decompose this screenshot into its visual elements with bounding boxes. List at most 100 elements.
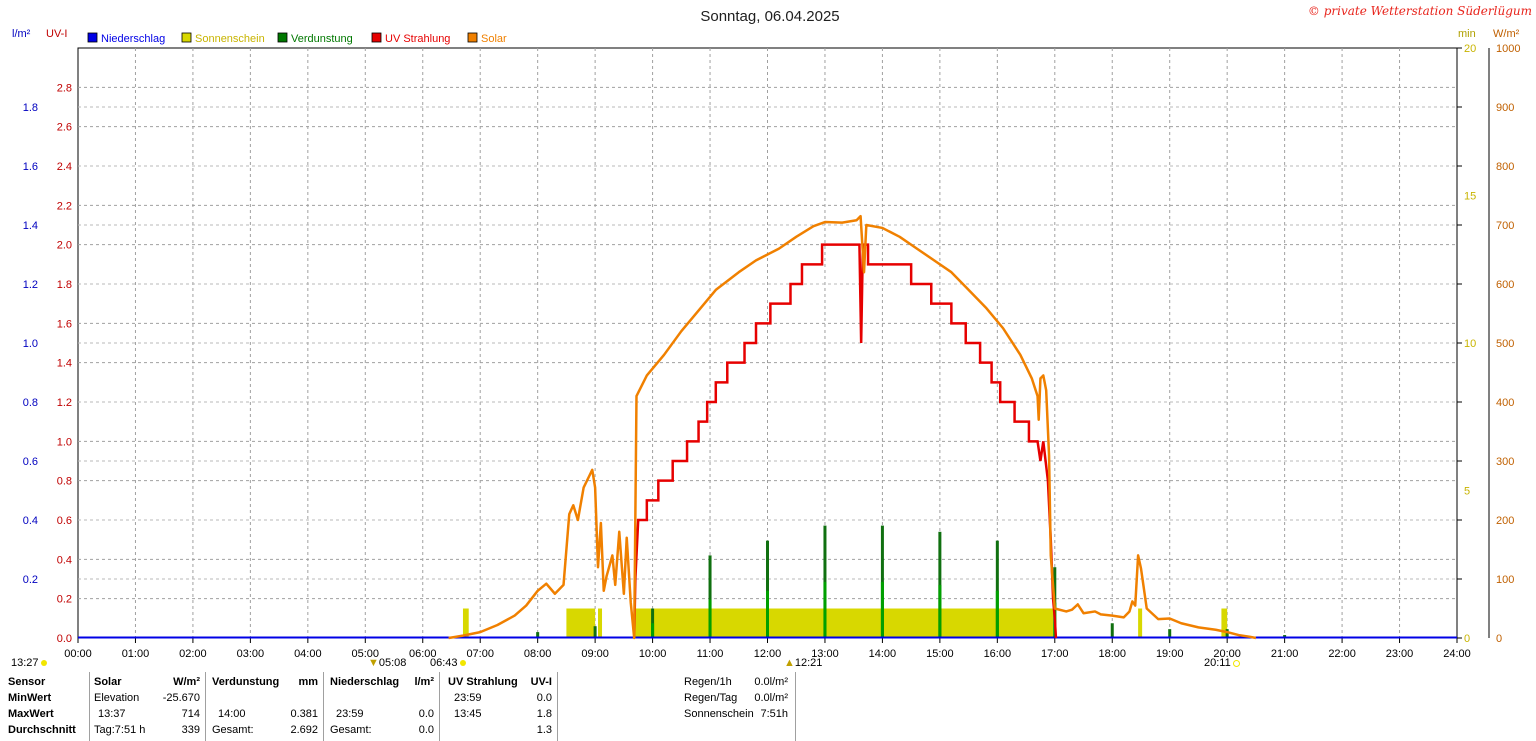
stats-cell: 23:59 [454, 692, 482, 704]
stats-cell: -25.670 [162, 692, 200, 704]
sunshine-tick-label: 20 [1464, 43, 1476, 55]
uv-tick-label: 1.2 [57, 397, 72, 409]
weather-chart: 00:00 01:00 02:00 03:00 04:00 05:00 06:00 07:00… [12, 8, 1520, 660]
uv-tick-label: 2.6 [57, 122, 72, 134]
precip-tick-label: 1.4 [23, 220, 38, 232]
x-tick-label: 03:00 [237, 648, 265, 660]
legend-swatch [467, 32, 478, 43]
x-tick-label: 23:00 [1386, 648, 1414, 660]
sunrise-mark: 06:43 [430, 657, 466, 669]
sunshine-tick-label: 0 [1464, 633, 1470, 645]
evaporation-bar [823, 525, 827, 638]
solar-tick-label: 300 [1496, 456, 1514, 468]
right-unit-min: min [1458, 28, 1476, 40]
stats-sensor-column: Sensor MinWert MaxWert Durchschnitt [8, 672, 90, 741]
stats-cell: 339 [181, 724, 200, 736]
stats-cell: 14:00 [218, 708, 246, 720]
sunshine-tick-label: 5 [1464, 486, 1470, 498]
solar-tick-label: 800 [1496, 161, 1514, 173]
stats-cell: 13:45 [454, 708, 482, 720]
stats-cell: 1.3 [536, 724, 552, 736]
solar-tick-label: 1000 [1496, 43, 1520, 55]
uv-tick-label: 2.8 [57, 82, 72, 94]
precip-tick-label: 1.6 [23, 161, 38, 173]
sunshine-bar [1138, 608, 1143, 638]
stats-extra-label: Regen/Tag [684, 692, 738, 704]
stats-uv-column: UV Strahlung UV-I 23:59 0.0 13:45 1.8 1.3 [448, 672, 552, 741]
evaporation-bar [766, 540, 769, 638]
sunshine-bar [566, 608, 596, 638]
x-tick-label: 15:00 [926, 648, 954, 660]
stats-row-label: MinWert [8, 692, 52, 704]
sunshine-tick-label: 10 [1464, 338, 1476, 350]
stats-cell: 0.0 [418, 724, 434, 736]
sunshine-bar [634, 608, 1054, 638]
precip-tick-label: 0.8 [23, 397, 38, 409]
stats-niederschlag-header: Niederschlag [330, 676, 400, 688]
evaporation-bar [1168, 629, 1172, 638]
stats-extra-value: 0.0l/m² [754, 692, 788, 704]
sunshine-bars [462, 608, 1228, 638]
stats-cell: 0.381 [290, 708, 318, 720]
x-tick-label: 20:00 [1213, 648, 1241, 660]
evaporation-bar [536, 632, 540, 638]
stats-sensor-header: Sensor [8, 676, 46, 688]
x-tick-label: 00:00 [64, 648, 92, 660]
x-tick-label: 22:00 [1328, 648, 1356, 660]
evaporation-bar [880, 525, 884, 638]
stats-cell: 0.0 [536, 692, 552, 704]
stats-uv-header: UV Strahlung [448, 676, 518, 688]
legend: Niederschlag Sonnenschein Verdunstung UV St… [87, 32, 507, 45]
moonrise-mark: ▼05:08 [368, 657, 407, 669]
stats-solar-header: Solar [94, 676, 122, 688]
x-tick-label: 09:00 [581, 648, 609, 660]
stats-verdunstung-column: Verdunstung mm 14:00 0.381 Gesamt: 2.692 [212, 672, 318, 741]
evaporation-bar [995, 540, 999, 638]
legend-swatch [181, 32, 192, 43]
statistics-table: Sensor MinWert MaxWert Durchschnitt Sola… [0, 672, 800, 741]
evaporation-bar [1110, 623, 1114, 638]
uv-tick-label: 1.0 [57, 436, 72, 448]
stats-extra-label: Sonnenschein [684, 708, 754, 720]
uv-tick-label: 0.2 [57, 594, 72, 606]
uv-tick-label: 2.4 [57, 161, 72, 173]
left-unit-precip: l/m² [12, 28, 31, 40]
evaporation-bars [536, 525, 1287, 638]
right-unit-solar: W/m² [1493, 28, 1520, 40]
series-lines [78, 214, 1457, 640]
evaporation-bar [1225, 629, 1229, 638]
x-tick-label: 07:00 [466, 648, 494, 660]
solar-tick-label: 500 [1496, 338, 1514, 350]
x-tick-label: 10:00 [639, 648, 667, 660]
solar-tick-label: 0 [1496, 633, 1502, 645]
x-tick-label: 06:00 [409, 648, 437, 660]
stats-row-label: MaxWert [8, 708, 54, 720]
sunshine-bar [597, 608, 603, 638]
evaporation-bar [651, 623, 655, 638]
x-tick-label: 11:00 [697, 648, 724, 660]
stats-verdunstung-unit: mm [298, 676, 318, 688]
sunset-mark: 20:11 [1204, 657, 1240, 669]
stats-uv-unit: UV-I [530, 676, 552, 688]
legend-swatch [371, 32, 382, 43]
x-tick-label: 01:00 [122, 648, 150, 660]
stats-cell: 13:37 [98, 708, 126, 720]
copyright-text: © private Wetterstation Süderlügum [1307, 4, 1532, 18]
evaporation-bar [593, 626, 597, 638]
grid-lines [77, 47, 1490, 643]
x-tick-label: 14:00 [869, 648, 897, 660]
uv-tick-label: 2.0 [57, 240, 72, 252]
uv-tick-label: 0.6 [57, 515, 72, 527]
x-tick-label: 04:00 [294, 648, 322, 660]
evaporation-bar [823, 581, 827, 638]
precip-tick-label: 0.6 [23, 456, 38, 468]
uv-tick-label: 1.6 [57, 318, 72, 330]
x-tick-label: 12:00 [754, 648, 782, 660]
solar-tick-label: 100 [1496, 574, 1514, 586]
stats-cell: Tag:7:51 h [94, 724, 146, 736]
evaporation-bar [708, 555, 712, 638]
x-tick-label: 17:00 [1041, 648, 1069, 660]
left-unit-uv: UV-I [46, 28, 67, 40]
uv-line [632, 243, 1058, 639]
legend-label: Niederschlag [101, 33, 165, 45]
